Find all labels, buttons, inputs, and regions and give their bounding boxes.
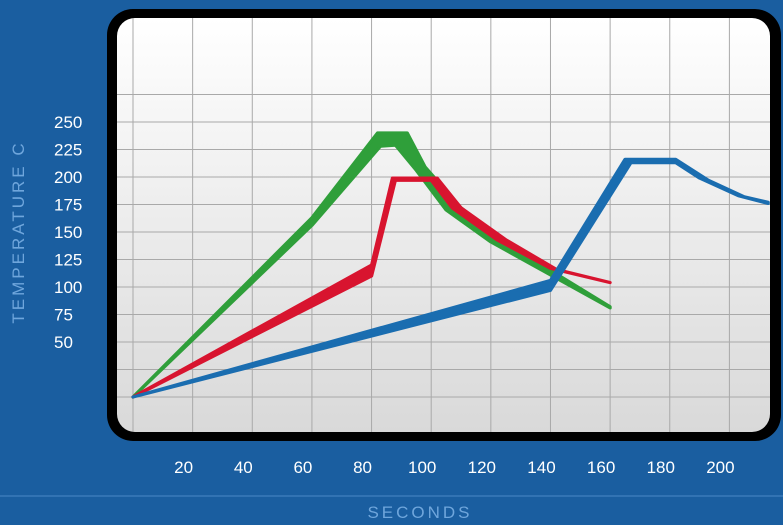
x-tick-label: 40 bbox=[234, 458, 253, 477]
series-band-3 bbox=[131, 157, 770, 399]
x-ticks: 20 40 60 80 100 120 140 160 180 200 bbox=[174, 458, 734, 477]
y-tick-label: 150 bbox=[54, 223, 82, 242]
x-tick-label: 140 bbox=[527, 458, 555, 477]
x-tick-label: 100 bbox=[408, 458, 436, 477]
y-tick-label: 200 bbox=[54, 168, 82, 187]
y-tick-label: 75 bbox=[54, 306, 73, 325]
series-layer bbox=[131, 131, 770, 399]
x-tick-label: 160 bbox=[587, 458, 615, 477]
x-tick-label: 200 bbox=[706, 458, 734, 477]
y-tick-label: 125 bbox=[54, 251, 82, 270]
x-tick-label: 120 bbox=[468, 458, 496, 477]
x-tick-label: 60 bbox=[293, 458, 312, 477]
y-tick-label: 50 bbox=[54, 333, 73, 352]
y-axis-label: TEMPERATURE C bbox=[9, 140, 28, 323]
y-tick-label: 250 bbox=[54, 113, 82, 132]
y-tick-label: 175 bbox=[54, 196, 82, 215]
series-band-1 bbox=[131, 131, 612, 399]
x-tick-label: 180 bbox=[647, 458, 675, 477]
x-tick-label: 80 bbox=[353, 458, 372, 477]
y-tick-label: 225 bbox=[54, 141, 82, 160]
x-axis-label: SECONDS bbox=[367, 503, 472, 522]
y-ticks: 50 75 100 125 150 175 200 225 250 bbox=[54, 113, 82, 352]
x-tick-label: 20 bbox=[174, 458, 193, 477]
y-tick-label: 100 bbox=[54, 278, 82, 297]
series-band-2 bbox=[131, 176, 612, 399]
